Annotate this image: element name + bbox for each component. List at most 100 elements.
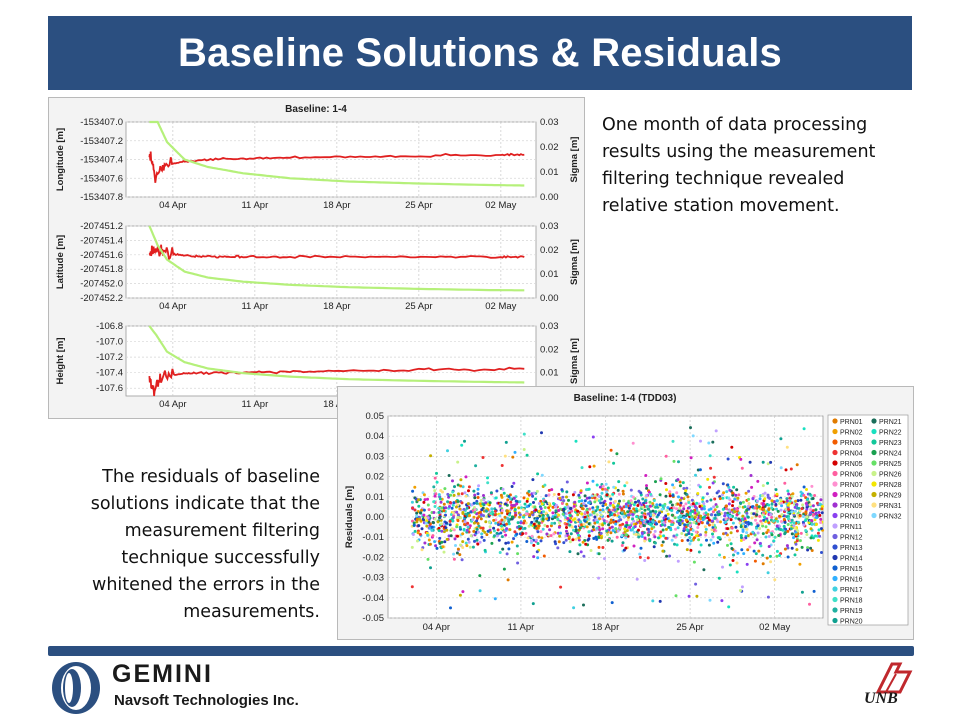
residual-point <box>775 499 779 503</box>
residual-point <box>612 520 616 524</box>
residual-point <box>415 511 419 515</box>
residual-point <box>806 548 810 552</box>
sigma-series-line <box>148 225 525 292</box>
residual-point <box>673 542 676 546</box>
residual-point <box>440 540 444 544</box>
residual-point <box>504 533 508 537</box>
residual-point <box>468 514 471 518</box>
residual-point <box>560 502 564 505</box>
residual-point <box>734 516 738 520</box>
residual-point <box>541 517 545 521</box>
paragraph-bottom: The residuals of baseline solutions indi… <box>90 467 320 622</box>
residual-point <box>432 485 436 489</box>
residual-point <box>709 498 713 502</box>
residual-point <box>523 526 527 530</box>
residual-point <box>497 523 500 527</box>
residual-point <box>477 524 481 528</box>
residual-point <box>800 545 804 549</box>
residual-point <box>466 502 470 506</box>
residual-point <box>498 514 502 518</box>
residual-point <box>659 534 662 538</box>
residual-point <box>621 489 625 493</box>
residual-point <box>515 544 519 548</box>
residual-point <box>483 548 487 552</box>
residual-point <box>615 452 619 456</box>
residual-point <box>615 535 619 539</box>
residual-point <box>620 507 624 511</box>
residual-point <box>738 521 742 525</box>
residual-point <box>580 523 584 527</box>
residual-point <box>727 496 731 500</box>
residual-point <box>709 466 713 470</box>
residual-point <box>636 518 639 522</box>
residual-point <box>766 462 770 466</box>
residual-point <box>435 480 439 484</box>
residual-point <box>534 497 538 501</box>
residual-point <box>624 505 628 509</box>
residual-point <box>535 550 539 554</box>
residual-point <box>710 519 714 523</box>
residual-point <box>416 531 420 535</box>
residual-point <box>743 517 747 521</box>
y-tick-label: -207451.2 <box>80 221 123 232</box>
residual-point <box>665 554 669 558</box>
residual-point <box>605 520 609 523</box>
residual-point <box>712 505 716 509</box>
residual-point <box>515 502 519 506</box>
residual-point <box>421 517 425 521</box>
residual-point <box>562 499 566 503</box>
residual-point <box>761 524 765 528</box>
residual-point <box>439 500 443 504</box>
residual-point <box>755 538 759 542</box>
residual-point <box>682 507 686 511</box>
residual-point <box>684 518 688 522</box>
residual-point <box>513 450 517 454</box>
residual-point <box>473 539 476 543</box>
residual-point <box>814 523 818 526</box>
residual-point <box>499 493 503 497</box>
residual-point <box>506 541 510 545</box>
residual-point <box>532 491 536 495</box>
residual-point <box>647 530 651 534</box>
residual-point <box>599 531 603 535</box>
residual-point <box>445 528 449 532</box>
residual-point <box>802 493 806 497</box>
residual-point <box>505 527 509 531</box>
residual-point <box>811 509 815 513</box>
residual-point <box>668 554 672 558</box>
residual-point <box>730 547 734 550</box>
residual-point <box>694 582 698 586</box>
residual-point <box>706 516 710 520</box>
residual-point <box>646 527 650 531</box>
residual-point <box>568 514 572 517</box>
residual-point <box>623 527 627 531</box>
residual-point <box>553 521 557 525</box>
legend-label: PRN32 <box>879 514 902 521</box>
residual-point <box>631 513 635 516</box>
residual-point <box>635 515 639 519</box>
residual-point <box>789 527 793 531</box>
legend-label: PRN14 <box>840 556 863 563</box>
residual-point <box>617 492 621 496</box>
residual-point <box>475 538 479 542</box>
residual-point <box>660 523 664 527</box>
residual-point <box>728 488 732 492</box>
residual-point <box>502 567 506 571</box>
x-tick-label: 11 Apr <box>241 301 268 312</box>
residual-point <box>485 533 489 537</box>
residual-point <box>682 487 686 490</box>
residual-point <box>413 529 417 533</box>
residual-point <box>691 529 695 532</box>
residual-point <box>441 545 445 549</box>
residual-point <box>770 506 774 510</box>
residual-point <box>820 551 823 554</box>
residual-point <box>763 491 767 495</box>
residual-point <box>598 517 602 521</box>
residual-point <box>755 503 759 507</box>
residual-point <box>661 528 665 532</box>
residual-point <box>521 532 525 536</box>
residual-point <box>689 426 692 430</box>
residual-point <box>703 515 706 519</box>
residual-point <box>816 538 820 542</box>
residual-point <box>643 539 647 543</box>
